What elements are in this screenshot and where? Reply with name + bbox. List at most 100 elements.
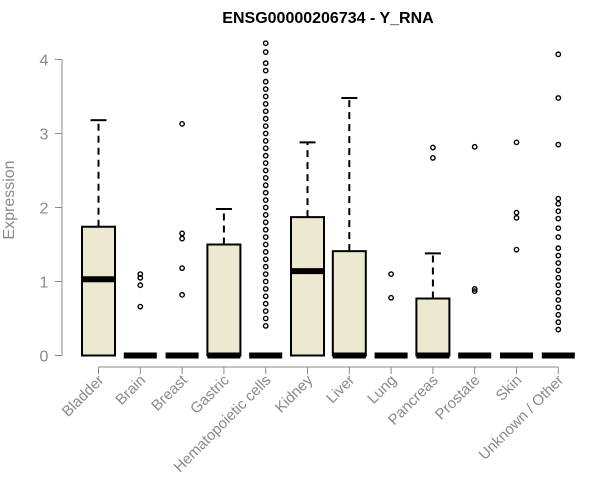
x-tick-label: Skin (493, 372, 526, 405)
outlier-point (429, 144, 436, 151)
outlier-point (471, 288, 478, 295)
box-kidney (290, 141, 325, 357)
outlier-point (555, 252, 562, 259)
outlier-point (262, 226, 269, 233)
x-tick-label: Lung (364, 372, 400, 408)
x-tick-label: Kidney (272, 371, 317, 416)
outlier-point (262, 174, 269, 181)
outlier-point (513, 246, 520, 253)
x-tick-label: Brain (112, 372, 149, 409)
outlier-point (555, 225, 562, 232)
box-body (331, 250, 367, 357)
outlier-point (471, 285, 478, 292)
outlier-point (262, 145, 269, 152)
outlier-point (262, 263, 269, 270)
outlier-point (262, 308, 269, 314)
outlier-point (262, 115, 269, 122)
outlier-point (429, 155, 436, 161)
outlier-point (179, 230, 186, 237)
outlier-point (555, 282, 562, 289)
box-breast (165, 120, 199, 359)
outlier-point (555, 51, 562, 58)
outlier-point (262, 101, 269, 107)
outlier-point (262, 108, 269, 115)
outlier-point (555, 208, 562, 215)
outlier-point (555, 297, 562, 303)
chart-title: ENSG00000206734 - Y_RNA (222, 10, 434, 27)
y-axis-label: Expression (1, 160, 18, 239)
outlier-point (262, 130, 269, 137)
outlier-point (179, 120, 186, 127)
outlier-point (137, 271, 144, 277)
outlier-point (555, 326, 562, 333)
box-body (206, 243, 242, 357)
box-bladder (81, 119, 116, 357)
outlier-point (555, 267, 562, 274)
outlier-point (179, 291, 186, 298)
outlier-point (555, 95, 562, 101)
box-liver (331, 96, 367, 359)
outlier-point (388, 271, 394, 277)
box-body (81, 225, 116, 357)
outlier-point (137, 282, 144, 289)
outlier-point (262, 271, 269, 277)
outlier-point (262, 167, 269, 174)
outlier-point (262, 86, 269, 93)
outlier-point (262, 197, 269, 204)
outlier-point (262, 256, 269, 263)
outlier-point (179, 265, 186, 272)
outlier-point (262, 234, 269, 241)
outlier-point (262, 78, 269, 85)
outlier-point (513, 214, 520, 221)
outlier-point (262, 182, 269, 189)
y-tick-label: 0 (40, 349, 49, 366)
outlier-point (262, 152, 269, 159)
x-tick-label: Bladder (59, 372, 108, 421)
outlier-point (262, 123, 269, 130)
y-tick-label: 2 (40, 201, 49, 218)
box-body (415, 297, 451, 357)
outlier-point (555, 319, 562, 326)
outlier-point (262, 219, 269, 226)
x-tick-label: Prostate (432, 372, 484, 424)
outlier-point (555, 215, 562, 222)
outlier-point (262, 204, 269, 211)
box-hematopoietic-cells (249, 40, 283, 359)
outlier-point (262, 293, 269, 300)
outlier-point (262, 93, 269, 100)
box-lung (374, 271, 408, 359)
outlier-point (262, 189, 269, 196)
outlier-point (262, 49, 269, 55)
outlier-point (555, 195, 562, 202)
box-body (290, 216, 325, 357)
outlier-point (555, 141, 562, 148)
x-tick-label: Liver (323, 372, 358, 407)
outlier-point (555, 200, 562, 207)
outlier-point (179, 235, 186, 242)
outlier-point (262, 241, 269, 248)
outlier-point (137, 274, 144, 281)
outlier-point (555, 260, 562, 266)
box-unknown-other (541, 51, 575, 359)
x-tick-label: Breast (148, 371, 191, 414)
outlier-point (262, 322, 269, 329)
y-tick-label: 3 (40, 127, 49, 144)
y-axis: 0 1 2 3 4 (40, 53, 63, 366)
box-skin (500, 139, 533, 359)
outlier-point (555, 304, 562, 311)
outlier-point (555, 289, 562, 296)
outlier-point (137, 303, 144, 310)
outlier-point (262, 40, 269, 47)
outlier-point (555, 311, 562, 318)
outlier-point (555, 234, 562, 241)
outlier-point (262, 285, 269, 292)
box-brain (123, 271, 157, 359)
outlier-point (262, 60, 269, 67)
box-pancreas (415, 144, 451, 359)
outlier-point (471, 143, 478, 150)
box-gastric (206, 207, 242, 359)
outlier-point (262, 278, 269, 285)
outlier-point (555, 274, 562, 281)
outlier-point (555, 245, 562, 252)
